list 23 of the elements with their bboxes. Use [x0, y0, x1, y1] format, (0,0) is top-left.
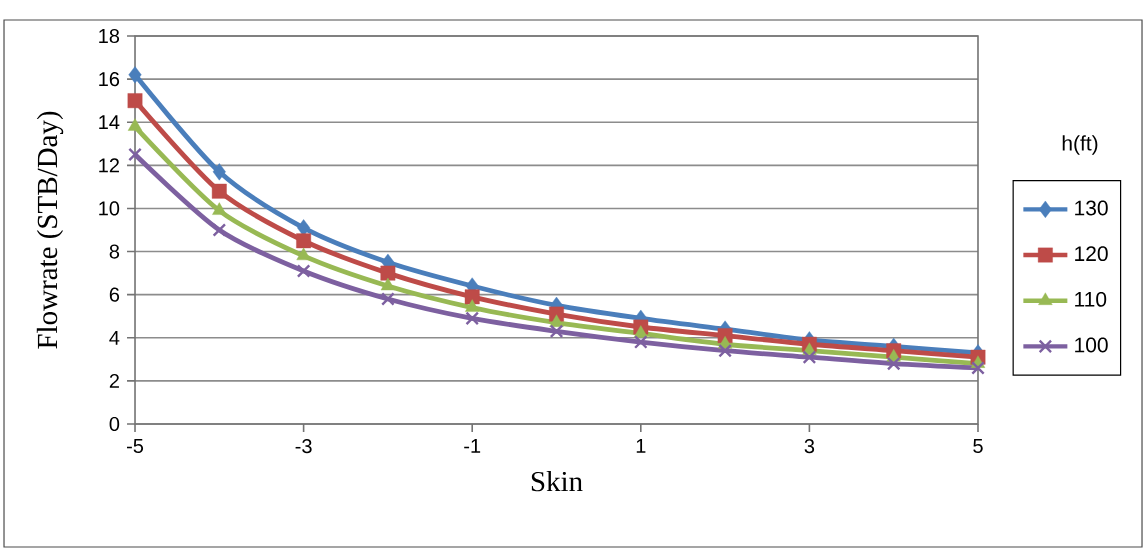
y-tick-label: 10 [99, 201, 120, 216]
y-tick-label: 6 [109, 287, 120, 302]
y-tick-label: 4 [109, 330, 120, 345]
legend-label: 100 [1075, 337, 1108, 353]
x-tick-label: -5 [127, 439, 144, 454]
x-tick-label: 5 [973, 439, 983, 454]
legend-title: h(ft) [1062, 135, 1098, 155]
y-tick-label: 0 [109, 416, 120, 432]
legend-label: 110 [1075, 291, 1107, 307]
x-axis-title: Skin [531, 470, 583, 492]
y-tick-label: 8 [109, 244, 120, 259]
y-tick-label: 12 [99, 158, 119, 173]
y-tick-label: 18 [99, 28, 120, 44]
legend-label: 130 [1075, 200, 1108, 216]
x-tick-label: -3 [295, 439, 312, 454]
y-tick-label: 2 [109, 373, 119, 388]
y-axis-title: Flowrate (STB/Day) [36, 111, 64, 349]
y-tick-label: 16 [99, 72, 120, 87]
y-tick-label: 14 [99, 115, 120, 130]
x-tick-label: 3 [804, 439, 815, 454]
x-tick-label: -1 [464, 439, 481, 453]
legend-label: 120 [1075, 246, 1108, 262]
x-tick-label: 1 [636, 439, 646, 453]
